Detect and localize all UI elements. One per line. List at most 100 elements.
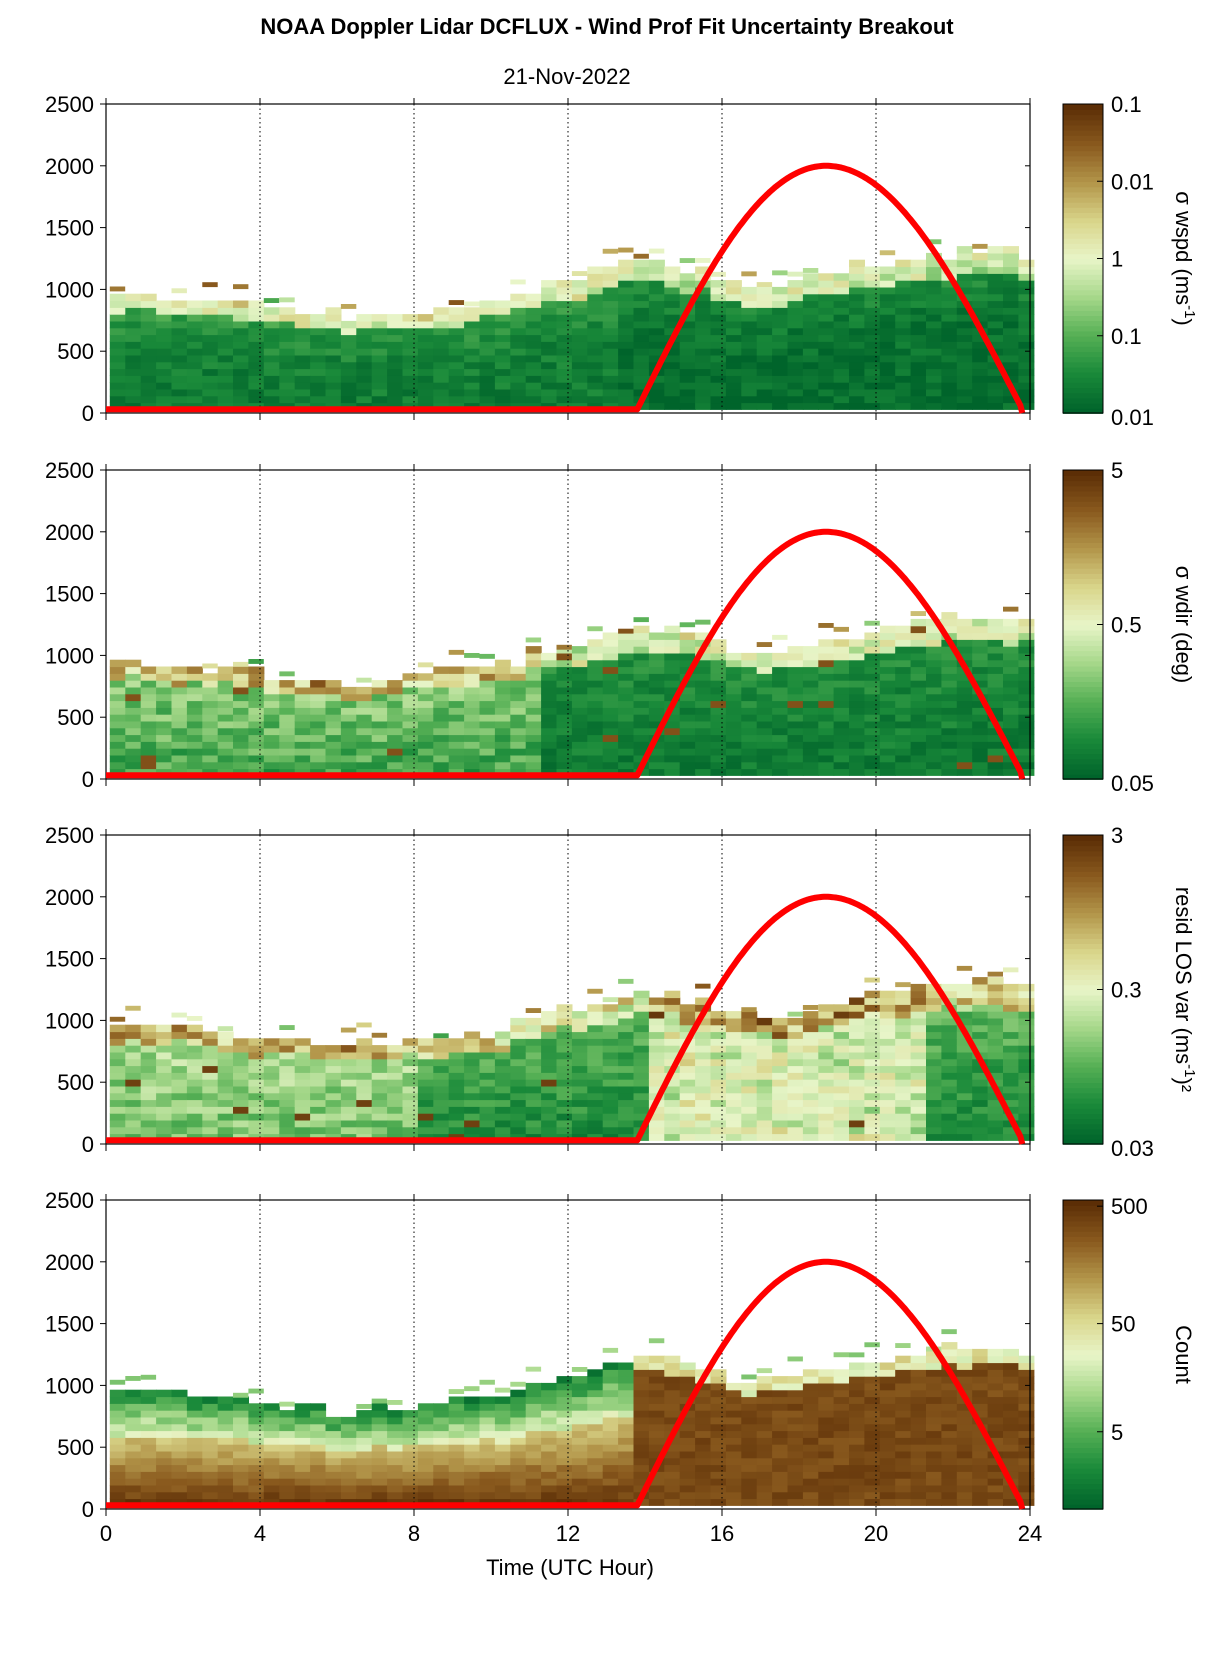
heatmap-cell [602, 693, 619, 702]
heatmap-cell [448, 382, 465, 390]
heatmap-cell [756, 320, 773, 329]
heatmap-cell [772, 1437, 789, 1445]
heatmap-cell [417, 361, 434, 370]
heatmap-cell [695, 1017, 712, 1026]
heatmap-cell [263, 1133, 280, 1141]
heatmap-cell [310, 1126, 327, 1135]
heatmap-cell [494, 1437, 511, 1445]
heatmap-cell [787, 314, 804, 322]
heatmap-cell [664, 1126, 681, 1135]
heatmap-cell [1018, 1106, 1035, 1114]
heatmap-cell [233, 1092, 249, 1101]
heatmap-cell [479, 714, 496, 722]
heatmap-cell [556, 1430, 573, 1438]
heatmap-cell [849, 768, 865, 776]
heatmap-cell [202, 1058, 219, 1067]
heatmap-cell [864, 1045, 881, 1053]
colorbar-swatch [1063, 191, 1103, 198]
heatmap-cell [186, 334, 203, 342]
heatmap-cell [787, 1437, 804, 1445]
heatmap-cell [525, 761, 542, 770]
heatmap-cell [171, 288, 187, 294]
heatmap-cell [818, 341, 835, 349]
heatmap-cell [648, 1491, 665, 1500]
colorbar-swatch [1063, 1020, 1103, 1027]
heatmap-cell [294, 1478, 311, 1486]
heatmap-cell [633, 286, 650, 295]
heatmap-cell [910, 259, 927, 268]
heatmap-cell [525, 1444, 542, 1452]
heatmap-cell [464, 341, 481, 349]
heatmap-cell [525, 637, 542, 643]
heatmap-cell [956, 314, 973, 322]
heatmap-cell [371, 354, 388, 363]
heatmap-cell [525, 388, 542, 397]
heatmap-cell [109, 334, 126, 342]
heatmap-cell [679, 1416, 696, 1425]
heatmap-cell [109, 1016, 126, 1022]
heatmap-cell [433, 314, 450, 322]
heatmap-cell [849, 727, 865, 736]
heatmap-cell [325, 1450, 342, 1459]
heatmap-cell [602, 714, 619, 722]
heatmap-cell [987, 1072, 1004, 1080]
heatmap-cell [926, 1403, 942, 1411]
heatmap-cell [941, 286, 958, 295]
heatmap-cell [741, 388, 758, 397]
heatmap-cell [926, 990, 942, 999]
heatmap-cell [356, 1464, 373, 1472]
heatmap-cell [818, 402, 835, 410]
heatmap-cell [633, 1038, 650, 1046]
heatmap-cell [818, 1119, 835, 1128]
heatmap-cell [140, 1106, 157, 1114]
heatmap-cell [725, 680, 742, 688]
heatmap-cell [633, 1416, 650, 1425]
heatmap-cell [248, 666, 265, 674]
heatmap-cell [125, 1416, 142, 1425]
heatmap-cell [448, 666, 465, 674]
heatmap-cell [926, 639, 942, 647]
heatmap-cell [263, 680, 280, 688]
heatmap-cell [802, 1464, 819, 1472]
heatmap-cell [464, 707, 481, 715]
heatmap-cell [279, 307, 296, 315]
heatmap-cell [1018, 1119, 1035, 1128]
heatmap-cell [618, 402, 635, 410]
heatmap-cell [910, 354, 927, 363]
heatmap-cell [541, 1396, 558, 1404]
heatmap-cell [356, 1051, 373, 1060]
heatmap-cell [987, 334, 1004, 342]
heatmap-cell [217, 1051, 234, 1060]
heatmap-cell [772, 1464, 789, 1472]
heatmap-cell [171, 1012, 187, 1018]
heatmap-cell [664, 990, 681, 999]
heatmap-cell [725, 707, 742, 715]
heatmap-cell [833, 1038, 850, 1046]
heatmap-cell [910, 768, 927, 776]
heatmap-cell [879, 1484, 896, 1493]
heatmap-cell [756, 1065, 773, 1073]
colorbar-swatch [1063, 712, 1103, 718]
heatmap-cell [109, 286, 126, 292]
heatmap-cell [602, 673, 619, 681]
heatmap-cell [772, 1024, 789, 1033]
heatmap-cell [772, 1065, 789, 1073]
heatmap-cell [125, 700, 142, 708]
heatmap-cell [818, 1031, 835, 1039]
heatmap-cell [525, 1457, 542, 1466]
heatmap-cell [972, 720, 989, 729]
heatmap-cell [833, 1423, 850, 1432]
heatmap-cell [371, 1484, 388, 1493]
heatmap-cell [556, 348, 573, 356]
heatmap-cell [202, 754, 219, 763]
heatmap-cell [202, 1471, 219, 1479]
heatmap-cell [356, 395, 373, 404]
heatmap-cell [664, 375, 681, 383]
heatmap-cell [802, 748, 819, 756]
heatmap-cell [926, 1051, 942, 1060]
heatmap-cell [879, 395, 896, 404]
heatmap-cell [926, 1004, 942, 1012]
heatmap-cell [802, 1484, 819, 1493]
heatmap-cell [156, 1396, 173, 1404]
